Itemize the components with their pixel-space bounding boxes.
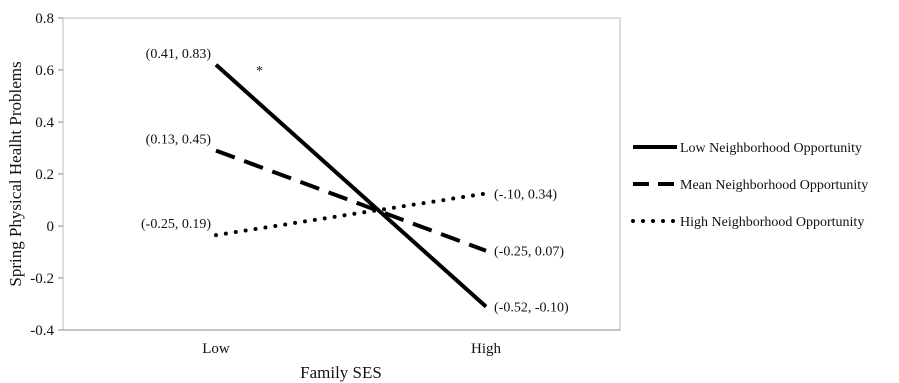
- significance-annotation: *: [256, 64, 263, 79]
- series-line-1: [214, 63, 488, 309]
- y-tick-label: -0.2: [30, 271, 54, 287]
- y-tick-label: 0.8: [35, 11, 54, 27]
- x-axis: Low High: [202, 341, 501, 357]
- data-label: (-0.25, 0.19): [141, 217, 211, 232]
- y-axis: 0.8 0.6 0.4 0.2 0 -0.2 -0.4: [30, 11, 63, 339]
- legend-label: Mean Neighborhood Opportunity: [680, 178, 868, 193]
- legend-label: High Neighborhood Opportunity: [680, 215, 864, 230]
- y-tick-label: -0.4: [30, 323, 54, 339]
- data-label: (-0.52, -0.10): [494, 301, 569, 316]
- y-tick-label: 0: [47, 219, 55, 235]
- data-label: (0.13, 0.45): [146, 133, 212, 148]
- x-tick-label: Low: [202, 341, 230, 357]
- plot-area: [62, 17, 621, 331]
- data-label: (-.10, 0.34): [494, 188, 557, 203]
- x-axis-title: Family SES: [300, 363, 382, 382]
- series-line-3: [214, 191, 488, 238]
- legend-label: Low Neighborhood Opportunity: [680, 141, 862, 156]
- y-axis-title: Spring Physical Healht Problems: [6, 61, 25, 286]
- data-label: (-0.25, 0.07): [494, 245, 564, 260]
- x-tick-label: High: [471, 341, 502, 357]
- legend: Low Neighborhood Opportunity Mean Neighbo…: [631, 141, 868, 230]
- y-tick-label: 0.6: [35, 63, 54, 79]
- data-label: (0.41, 0.83): [146, 47, 212, 62]
- series-line-2: [215, 148, 487, 253]
- y-tick-label: 0.2: [35, 167, 54, 183]
- y-tick-label: 0.4: [35, 115, 54, 131]
- point-labels: (0.41, 0.83) (-0.52, -0.10) (0.13, 0.45) (-…: [141, 47, 569, 316]
- series-layer: [214, 63, 488, 309]
